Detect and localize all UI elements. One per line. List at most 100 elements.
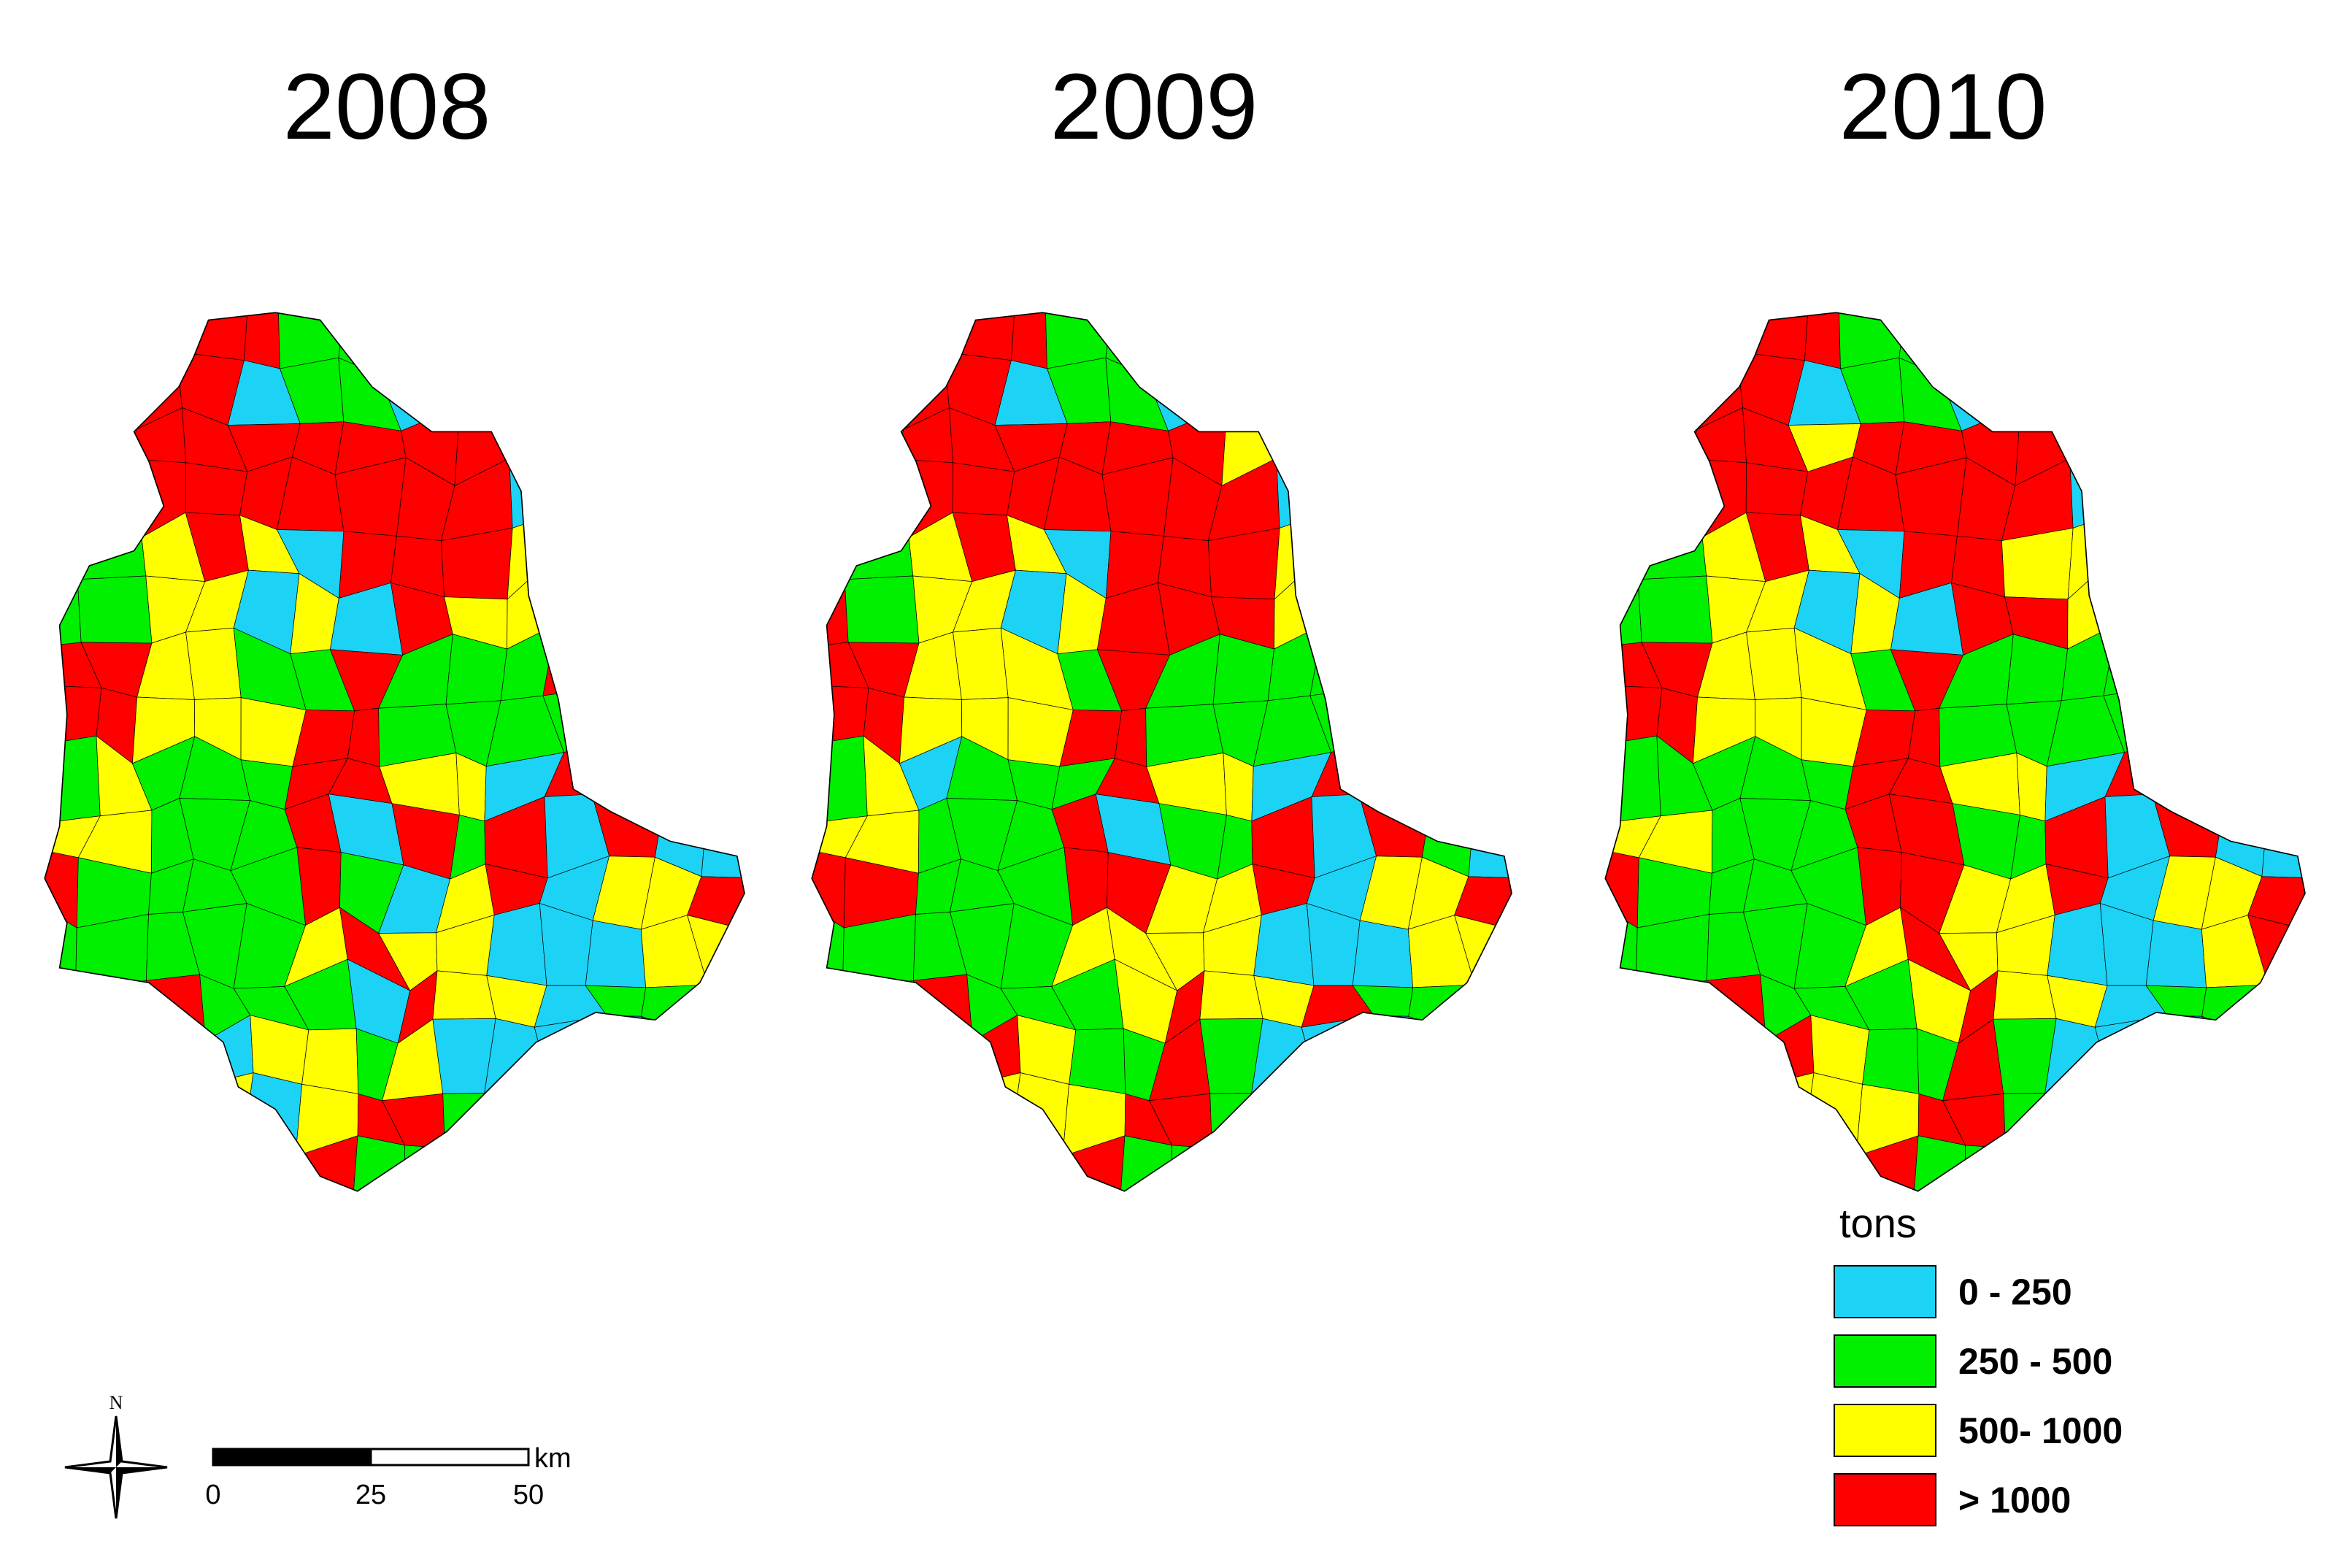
region	[436, 312, 504, 368]
region	[2204, 567, 2274, 653]
region	[2169, 418, 2206, 461]
region	[2102, 1129, 2155, 1191]
region	[1406, 693, 1458, 750]
region	[696, 522, 745, 571]
region	[1464, 1038, 1512, 1081]
region	[900, 1021, 974, 1088]
region	[1605, 983, 1657, 1042]
region	[501, 358, 553, 429]
region	[45, 1136, 103, 1191]
region	[639, 693, 691, 750]
region	[812, 312, 854, 373]
region	[486, 903, 547, 986]
region	[1463, 464, 1512, 529]
region	[2250, 748, 2305, 804]
region	[642, 522, 713, 599]
region	[2200, 647, 2265, 711]
region	[2094, 1015, 2168, 1104]
map-outline	[811, 312, 1512, 1192]
legend-swatch	[1834, 1334, 1936, 1388]
region	[690, 634, 745, 707]
region	[1644, 1075, 1695, 1137]
map-title: 2010	[1839, 55, 2047, 159]
region	[538, 518, 598, 580]
region	[1646, 312, 1688, 373]
region	[95, 1021, 154, 1088]
region	[442, 1093, 504, 1152]
region	[697, 1080, 745, 1145]
region	[587, 578, 662, 656]
legend-swatch	[1834, 1473, 1936, 1526]
region	[641, 984, 708, 1043]
region	[1457, 634, 1512, 707]
region	[1362, 520, 1412, 598]
region	[1374, 685, 1408, 745]
region	[912, 974, 974, 1042]
region	[2261, 802, 2305, 879]
region	[301, 1028, 359, 1094]
region	[1405, 743, 1475, 804]
region	[1993, 970, 2057, 1020]
region	[2103, 623, 2169, 696]
region	[45, 312, 87, 373]
region	[1605, 1136, 1663, 1191]
map-outline	[44, 312, 745, 1192]
region	[586, 652, 662, 711]
region	[1996, 347, 2065, 426]
region	[812, 1136, 870, 1191]
region	[1309, 1129, 1362, 1191]
region	[607, 685, 641, 745]
map	[44, 312, 745, 1192]
region	[77, 575, 153, 644]
region	[1105, 357, 1169, 431]
region	[2147, 578, 2223, 656]
region	[1253, 903, 1315, 986]
region	[1407, 460, 1480, 545]
region	[1470, 567, 1512, 649]
region	[1202, 347, 1272, 426]
region	[86, 428, 137, 474]
region	[196, 1072, 254, 1153]
legend-swatch	[1834, 1265, 1936, 1318]
region	[1647, 428, 1698, 474]
region	[701, 802, 745, 879]
region	[1746, 627, 1802, 700]
region	[2257, 522, 2305, 571]
region	[1753, 1148, 1803, 1191]
maps	[44, 312, 2306, 1192]
region	[1355, 1015, 1428, 1097]
region	[689, 748, 745, 804]
region	[1468, 966, 1512, 1043]
region	[635, 312, 702, 364]
region	[2059, 1129, 2109, 1191]
region	[338, 357, 402, 431]
region	[45, 983, 96, 1042]
region	[963, 1072, 1021, 1153]
region	[126, 1085, 199, 1149]
region	[2203, 522, 2274, 599]
region	[45, 848, 79, 929]
region	[509, 458, 545, 529]
scale-unit: km	[534, 1443, 572, 1474]
compass-fill	[65, 1416, 167, 1518]
region	[232, 1153, 296, 1191]
region	[1939, 312, 2021, 376]
scale-bar: 0 25 50 km	[205, 1443, 571, 1510]
region	[185, 627, 242, 700]
region	[1409, 522, 1480, 599]
region	[2213, 1134, 2265, 1191]
region	[640, 409, 713, 465]
region	[1410, 567, 1480, 653]
region	[537, 428, 614, 483]
region	[1745, 462, 1809, 516]
region	[2201, 409, 2274, 465]
region	[133, 1021, 207, 1088]
region	[1463, 522, 1512, 571]
scale-tick-label: 0	[205, 1480, 220, 1510]
region	[74, 980, 154, 1039]
region	[1469, 1135, 1512, 1191]
region	[1706, 974, 1767, 1042]
region	[2258, 1080, 2305, 1145]
region	[943, 312, 1015, 361]
